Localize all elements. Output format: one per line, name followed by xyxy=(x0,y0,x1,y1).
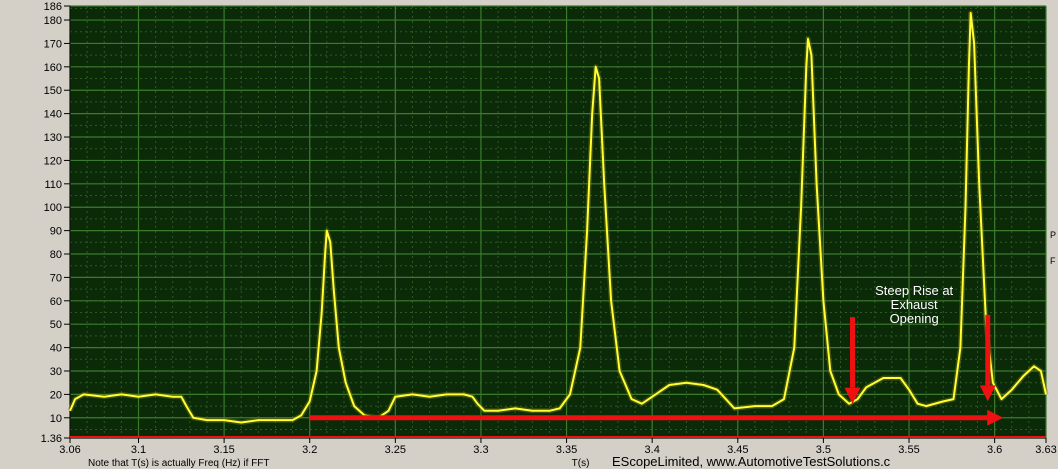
x-tick-label: 3.2 xyxy=(302,444,317,456)
y-tick-label: 1.36 xyxy=(41,433,62,445)
y-tick-label: 80 xyxy=(50,249,62,261)
y-tick-label: 120 xyxy=(44,155,62,167)
y-tick-label: 130 xyxy=(44,132,62,144)
y-tick-label: 30 xyxy=(50,366,62,378)
x-tick-label: 3.06 xyxy=(59,444,80,456)
arrow-head xyxy=(987,409,1004,426)
x-tick-label: 3.15 xyxy=(213,444,234,456)
footer-note: Note that T(s) is actually Freq (Hz) if … xyxy=(88,458,270,469)
arrow-head xyxy=(979,385,996,402)
x-tick-label: 3.45 xyxy=(727,444,748,456)
y-tick-label: 100 xyxy=(44,202,62,214)
y-tick-label: 160 xyxy=(44,62,62,74)
side-mark-f: F xyxy=(1050,256,1056,266)
y-tick-label: 50 xyxy=(50,319,62,331)
y-tick-label: 110 xyxy=(44,179,62,191)
y-tick-label: 186 xyxy=(44,1,62,13)
y-tick-label: 40 xyxy=(50,343,62,355)
y-tick-label: 60 xyxy=(50,296,62,308)
x-tick-label: 3.4 xyxy=(645,444,660,456)
side-mark-p: P xyxy=(1050,230,1056,240)
y-tick-label: 180 xyxy=(44,15,62,27)
plot-area xyxy=(70,6,1046,438)
grid-layer xyxy=(69,5,1047,439)
footer-brand: EScopeLimited, www.AutomotiveTestSolutio… xyxy=(612,454,891,469)
x-axis-title: T(s) xyxy=(572,458,590,469)
x-tick-label: 3.3 xyxy=(473,444,488,456)
x-tick-label: 3.5 xyxy=(816,444,831,456)
series-line xyxy=(69,12,1047,424)
x-tick-label: 3.63 xyxy=(1035,444,1056,456)
x-tick-label: 3.25 xyxy=(385,444,406,456)
footer-layer: Note that T(s) is actually Freq (Hz) if … xyxy=(88,230,1056,469)
annotation-text: Opening xyxy=(890,311,939,326)
axis-layer: 1.36 10 20 30 40 50 60 70 80 90 100 110 120 130 140 150… xyxy=(41,1,1057,456)
y-tick-label: 150 xyxy=(44,85,62,97)
y-tick-label: 20 xyxy=(50,389,62,401)
y-tick-label: 170 xyxy=(44,38,62,50)
x-tick-label: 3.35 xyxy=(556,444,577,456)
x-tick-label: 3.1 xyxy=(131,444,146,456)
y-tick-label: 70 xyxy=(50,272,62,284)
arrow-head xyxy=(844,387,861,404)
x-tick-label: 3.55 xyxy=(898,444,919,456)
x-tick-label: 3.6 xyxy=(987,444,1002,456)
annotation-text: Exhaust xyxy=(891,297,938,312)
annotation-text: Steep Rise at xyxy=(875,283,953,298)
y-tick-label: 10 xyxy=(50,413,62,425)
y-tick-label: 90 xyxy=(50,226,62,238)
y-tick-label: 140 xyxy=(44,109,62,121)
series-layer xyxy=(67,10,1049,425)
